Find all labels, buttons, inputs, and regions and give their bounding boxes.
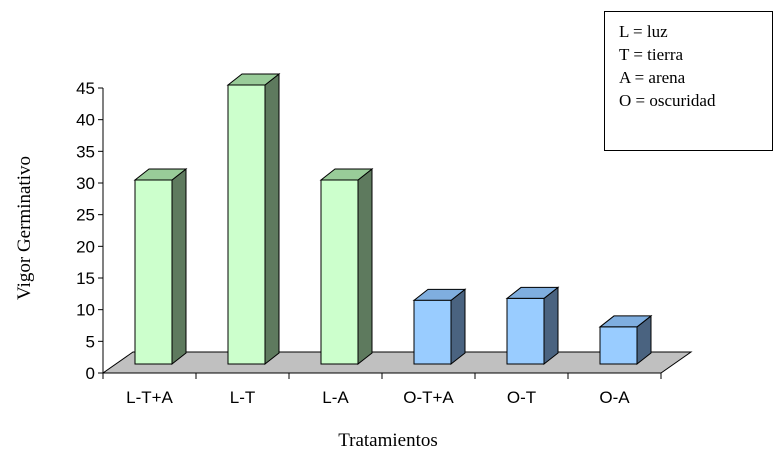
y-axis-title: Vigor Germinativo bbox=[14, 156, 35, 300]
y-tick-label: 15 bbox=[76, 269, 95, 288]
y-tick-label: 30 bbox=[76, 174, 95, 193]
bar-side bbox=[171, 167, 187, 366]
legend-item: T = tierra bbox=[619, 45, 684, 64]
bar-l-t-a bbox=[133, 167, 188, 366]
bar-side bbox=[357, 167, 373, 366]
y-tick-label: 5 bbox=[86, 332, 95, 351]
bar-o-t-a bbox=[412, 288, 467, 366]
x-tick-label: O-T bbox=[507, 388, 536, 407]
x-tick-label: L-T+A bbox=[126, 388, 173, 407]
y-tick-label: 35 bbox=[76, 142, 95, 161]
y-tick-label: 10 bbox=[76, 301, 95, 320]
legend-item: O = oscuridad bbox=[619, 91, 716, 110]
x-tick-label: L-A bbox=[322, 388, 349, 407]
bar-front bbox=[134, 179, 173, 365]
y-tick-label: 25 bbox=[76, 206, 95, 225]
x-axis-title: Tratamientos bbox=[338, 430, 438, 451]
legend-item: L = luz bbox=[619, 22, 668, 41]
bar-l-t bbox=[226, 72, 281, 366]
x-tick-label: L-T bbox=[230, 388, 256, 407]
bar-front bbox=[227, 84, 266, 365]
bar-side bbox=[450, 288, 466, 366]
bar-side bbox=[264, 72, 280, 366]
bar-front bbox=[506, 297, 545, 365]
bar-o-a bbox=[598, 314, 653, 366]
bar-side bbox=[543, 286, 559, 366]
legend: L = luz T = tierra A = arena O = oscurid… bbox=[604, 11, 773, 151]
x-tick-label: O-T+A bbox=[403, 388, 454, 407]
bar-front bbox=[320, 179, 359, 365]
y-tick-label: 0 bbox=[86, 364, 95, 383]
bar-l-a bbox=[319, 167, 374, 366]
bar-o-t bbox=[505, 286, 560, 366]
bar-front bbox=[599, 326, 638, 365]
y-tick-label: 20 bbox=[76, 237, 95, 256]
bar-front bbox=[413, 299, 452, 365]
x-tick-label: O-A bbox=[599, 388, 630, 407]
y-tick-label: 40 bbox=[76, 111, 95, 130]
legend-item: A = arena bbox=[619, 68, 686, 87]
y-tick-label: 45 bbox=[76, 79, 95, 98]
